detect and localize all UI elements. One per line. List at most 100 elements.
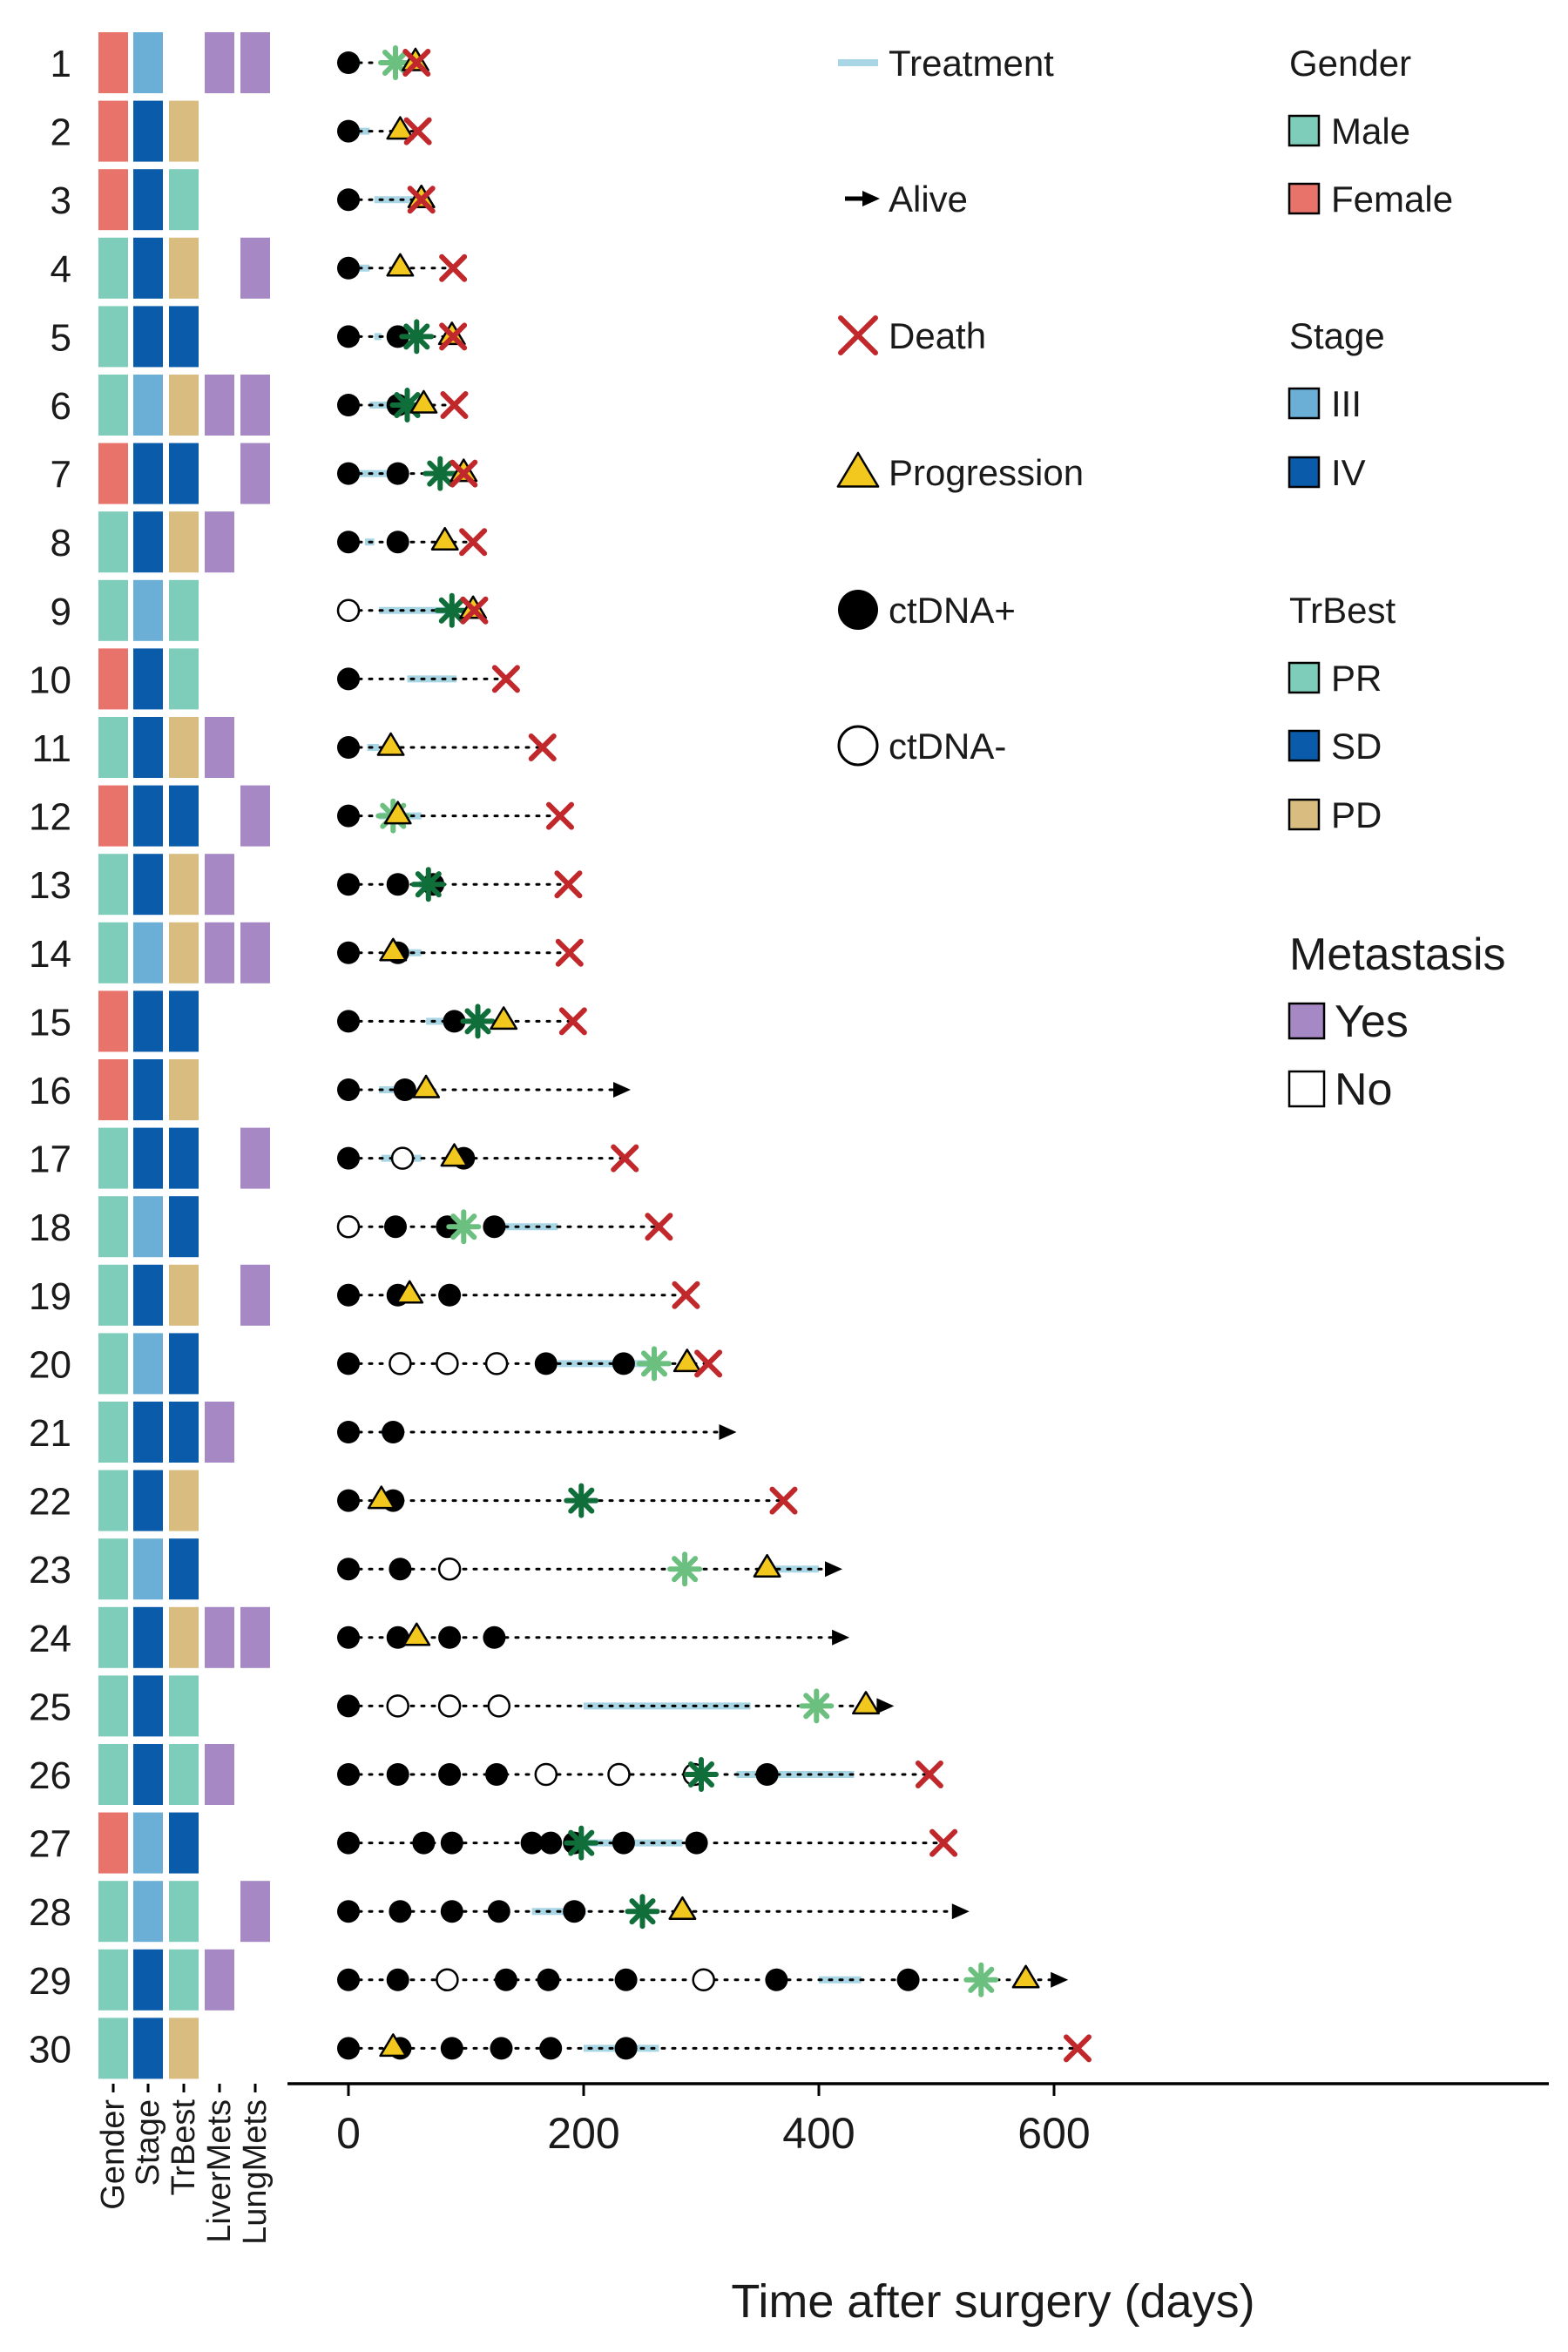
row-label: 11 xyxy=(31,727,71,770)
ctdna-positive xyxy=(337,1831,360,1855)
tile-stage xyxy=(133,717,163,778)
row-label: 1 xyxy=(51,43,71,85)
tile-stage xyxy=(133,1196,163,1258)
progression-marker xyxy=(852,1691,880,1715)
ctdna-positive xyxy=(337,1694,360,1718)
patient-lane xyxy=(337,1483,798,1518)
ctdna-positive xyxy=(386,462,409,485)
tile-gender xyxy=(98,32,128,93)
legend-ctdna-negative-icon xyxy=(837,725,879,767)
ctdna-positive xyxy=(337,1352,360,1375)
x-tick-label: 600 xyxy=(1017,2109,1090,2158)
tile-lung-mets xyxy=(240,785,270,847)
progression-marker xyxy=(490,1006,518,1031)
patient-lane xyxy=(337,1074,631,1101)
patient-lane xyxy=(337,253,468,282)
tile-gender xyxy=(98,1402,128,1463)
death-marker xyxy=(694,1349,723,1378)
tile-gender xyxy=(98,375,128,436)
legend-group-metastasis: Metastasis Yes No xyxy=(1288,929,1506,1115)
tile-stage xyxy=(133,648,163,710)
row-label: 18 xyxy=(29,1206,71,1249)
legend-item-death: Death xyxy=(838,315,986,356)
progression-marker xyxy=(383,801,412,825)
ctdna-positive xyxy=(896,1968,920,1991)
event-star-dark xyxy=(434,592,470,628)
tile-gender xyxy=(98,785,128,847)
ctdna-negative xyxy=(484,1352,509,1375)
tile-stage xyxy=(133,1744,163,1805)
row-label: 5 xyxy=(51,316,71,359)
tile-trbest xyxy=(169,1264,199,1326)
tile-stage xyxy=(133,1538,163,1600)
tile-stage xyxy=(133,922,163,983)
tile-stage xyxy=(133,1949,163,2011)
row-label: 26 xyxy=(29,1754,71,1797)
death-marker xyxy=(554,870,583,899)
tile-lung-mets xyxy=(240,1606,270,1668)
tile-stage xyxy=(133,1812,163,1874)
ctdna-positive xyxy=(520,1831,544,1855)
tile-gender xyxy=(98,306,128,368)
legend-swatch xyxy=(1288,114,1321,147)
row-label: 17 xyxy=(29,1139,71,1181)
legend-swatch xyxy=(1288,387,1321,420)
ctdna-positive xyxy=(386,873,409,896)
progression-marker xyxy=(386,253,415,277)
row-label: 3 xyxy=(51,179,71,222)
tile-lung-mets xyxy=(240,443,270,504)
death-marker xyxy=(672,1281,700,1309)
tile-liver-mets xyxy=(205,32,234,93)
patient-lane xyxy=(337,116,432,145)
patient-lane xyxy=(337,1551,842,1587)
ctdna-positive xyxy=(440,1900,463,1923)
patient-lane xyxy=(337,1143,639,1173)
ctdna-negative xyxy=(436,1968,459,1992)
x-axis-title: Time after surgery (days) xyxy=(731,2275,1254,2328)
ctdna-positive xyxy=(384,1215,407,1239)
tile-gender xyxy=(98,1470,128,1531)
ctdna-negative xyxy=(437,1694,462,1718)
tile-trbest xyxy=(169,1881,199,1943)
alive-arrow xyxy=(1051,1971,1069,1988)
legend-label: SD xyxy=(1331,726,1382,767)
death-marker xyxy=(449,459,478,488)
legend-label: PD xyxy=(1331,794,1382,835)
legend-item-ctdna_neg: ctDNA- xyxy=(837,725,1006,767)
ctdna-positive xyxy=(494,1968,517,1991)
tile-lung-mets xyxy=(240,1881,270,1943)
tile-liver-mets xyxy=(205,922,234,983)
ctdna-positive xyxy=(443,1010,466,1033)
tile-liver-mets xyxy=(205,375,234,436)
tile-gender xyxy=(98,990,128,1052)
death-marker xyxy=(528,733,557,761)
x-axis: Time after surgery (days) 0 200 400 600 xyxy=(287,2082,1549,2328)
ctdna-negative xyxy=(436,1352,459,1375)
ctdna-positive xyxy=(337,1900,360,1923)
tile-gender xyxy=(98,579,128,641)
death-marker xyxy=(769,1486,798,1515)
ctdna-negative xyxy=(487,1694,511,1718)
patient-lane xyxy=(337,867,583,902)
legend-group-stage: Stage III IV xyxy=(1288,315,1385,493)
patient-lane xyxy=(337,2033,1092,2063)
progression-marker xyxy=(668,1896,697,1920)
row-label: 24 xyxy=(29,1618,71,1660)
ctdna-positive xyxy=(614,1968,638,1991)
tile-gender xyxy=(98,1059,128,1120)
progression-marker xyxy=(672,1348,701,1373)
legend-label: Death xyxy=(889,315,986,356)
row-label: 21 xyxy=(29,1412,71,1455)
tile-stage xyxy=(133,1470,163,1531)
ctdna-positive xyxy=(393,1078,416,1101)
tile-gender xyxy=(98,1127,128,1189)
progression-marker xyxy=(440,1143,469,1167)
tile-gender xyxy=(98,1196,128,1258)
ctdna-positive xyxy=(337,1625,360,1649)
tile-lung-mets xyxy=(240,922,270,983)
death-marker xyxy=(403,117,432,145)
alive-arrow xyxy=(876,1698,895,1714)
ctdna-positive xyxy=(485,1763,509,1786)
progression-marker xyxy=(379,2033,408,2058)
